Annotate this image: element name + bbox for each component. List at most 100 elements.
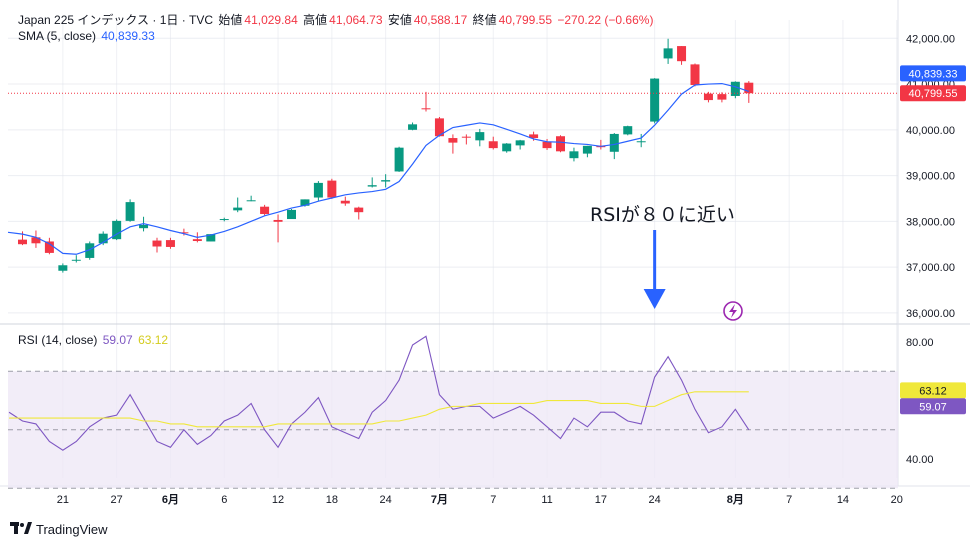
candle (98, 231, 108, 246)
rsi-panel (8, 370, 898, 489)
lightning-bolt (729, 304, 737, 318)
rsi-ma-badge: 63.12 (900, 382, 966, 399)
time-tick-label: 20 (891, 494, 903, 506)
rsi-ma-badge-text: 63.12 (919, 385, 947, 397)
price-axis: 42,000.0041,000.0040,000.0039,000.0038,0… (906, 33, 955, 466)
price-tick-label: 42,000.00 (906, 33, 955, 45)
candle (677, 46, 687, 65)
candle (448, 134, 458, 154)
candle (542, 138, 552, 150)
candle (488, 136, 498, 150)
rsi-ma-line (9, 391, 749, 428)
time-tick-label: 7月 (431, 493, 448, 506)
candle (690, 63, 700, 87)
candle (650, 78, 660, 124)
main-legend: Japan 225 インデックス · 1日 · TVC 始値 41,029.84 … (18, 11, 655, 28)
candle-body (730, 81, 740, 96)
sma-value: 40,839.33 (101, 29, 155, 43)
time-tick-label: 12 (272, 494, 284, 506)
candle-body (434, 118, 444, 137)
candle-body (192, 239, 202, 242)
price-tick-label: 38,000.00 (906, 216, 955, 228)
time-tick-label: 21 (57, 494, 69, 506)
annotation-text: RSIが８０に近い (590, 204, 735, 226)
close-price-badge-bg (900, 85, 966, 102)
candle-body (340, 200, 350, 204)
candle-body (381, 180, 391, 182)
candle-body (609, 133, 619, 152)
replay-lightning-icon[interactable] (723, 301, 743, 321)
candle (394, 146, 404, 172)
candle-body (650, 78, 660, 122)
candle-body (744, 82, 754, 94)
sma-price-badge-bg (900, 65, 966, 82)
candle (717, 92, 727, 103)
time-tick-label: 24 (649, 494, 661, 506)
candle-body (206, 234, 216, 242)
candle-body (152, 240, 162, 247)
candle (636, 133, 646, 148)
candle (327, 178, 337, 199)
change-value: −270.22 (−0.66%) (557, 13, 654, 27)
close-value: 40,799.55 (498, 13, 553, 27)
close-price-badge: 40,799.55 (900, 85, 966, 102)
price-tick-label: 36,000.00 (906, 308, 955, 320)
candle (475, 128, 485, 147)
candle (381, 174, 391, 188)
rsi-value: 59.07 (102, 333, 133, 347)
time-axis: 21 27 6月 6 12 18 24 7月 7 11 17 24 8月 7 14 20 (57, 493, 903, 506)
candle-body (663, 48, 673, 59)
candle-body (125, 202, 135, 221)
sma-line (7, 83, 749, 255)
candle (340, 196, 350, 206)
candle (663, 38, 673, 64)
tradingview-logo-icon (10, 522, 32, 537)
candle-body (246, 200, 256, 202)
price-tick-label: 40,000.00 (906, 125, 955, 137)
sma-legend[interactable]: SMA (5, close) 40,839.33 (18, 29, 157, 43)
candle-body (44, 241, 54, 253)
tradingview-footer[interactable]: TradingView (10, 522, 108, 537)
candle (421, 91, 431, 112)
candle-body (636, 141, 646, 143)
close-label: 終値 (472, 13, 497, 27)
low-value: 40,588.17 (413, 13, 468, 27)
candle (287, 208, 296, 220)
high-value: 41,064.73 (329, 13, 383, 27)
time-tick-label: 8月 (727, 493, 744, 506)
candle-body (475, 132, 485, 141)
candle (58, 263, 68, 273)
candle (273, 214, 283, 243)
candle-body (717, 94, 727, 100)
candle (233, 197, 243, 213)
time-tick-label: 11 (541, 494, 552, 506)
candle (165, 237, 175, 249)
candle-body (623, 126, 633, 135)
candle-body (367, 185, 377, 187)
rsi-legend[interactable]: RSI (14, close) 59.07 63.12 (18, 333, 170, 347)
annotation: RSIが８０に近い (590, 204, 743, 321)
rsi-ma-badge-bg (900, 382, 966, 399)
price-tick-label: 37,000.00 (906, 262, 955, 274)
time-tick-label: 6月 (162, 493, 179, 506)
candle (179, 228, 189, 236)
rsi-badge-bg (900, 398, 966, 415)
symbol-title[interactable]: Japan 225 インデックス · 1日 · TVC (18, 13, 214, 27)
rsi-badge: 59.07 (900, 398, 966, 415)
candle (408, 122, 418, 131)
candle-body (58, 265, 68, 271)
candle-body (529, 134, 539, 139)
candle (219, 217, 229, 222)
candle (313, 181, 323, 201)
time-tick-label: 7 (786, 494, 792, 506)
candle-body (287, 209, 296, 220)
candle-body (85, 243, 95, 258)
sma-price-badge-text: 40,839.33 (909, 68, 958, 80)
candle (596, 139, 606, 150)
candle (623, 125, 633, 136)
candle-body (179, 232, 189, 234)
time-tick-label: 14 (837, 494, 849, 506)
annotation-arrow-head (643, 289, 666, 309)
open-value: 41,029.84 (244, 13, 298, 27)
